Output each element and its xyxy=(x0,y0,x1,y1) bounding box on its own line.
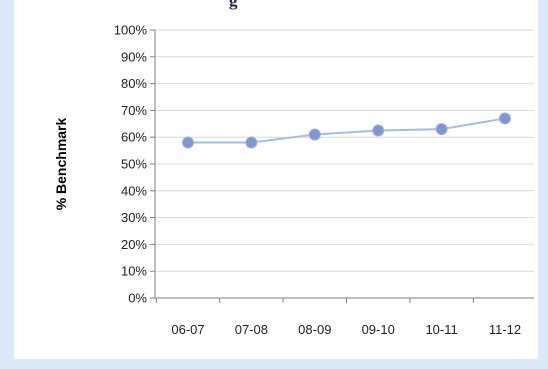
y-tick-label: 60% xyxy=(121,130,147,145)
y-tick-label: 30% xyxy=(121,210,147,225)
chart-panel xyxy=(14,0,538,359)
y-tick-label: 90% xyxy=(121,49,147,64)
gridlines xyxy=(155,29,534,272)
x-tick-label: 06-07 xyxy=(171,322,204,337)
axes xyxy=(150,29,534,303)
data-point xyxy=(372,124,385,137)
x-tick-label: 07-08 xyxy=(235,322,268,337)
data-point xyxy=(308,128,321,141)
data-point xyxy=(435,123,448,136)
y-tick-label: 50% xyxy=(121,157,147,172)
y-tick-label: 100% xyxy=(114,23,148,38)
y-tick-label: 10% xyxy=(121,264,147,279)
series-benchmark xyxy=(182,112,511,149)
x-tick-label: 09-10 xyxy=(362,322,395,337)
y-tick-label: 70% xyxy=(121,103,147,118)
x-tick-label: 08-09 xyxy=(298,322,331,337)
x-tick-label: 10-11 xyxy=(425,322,457,337)
x-tick-labels: 06-07 07-08 08-09 09-10 10-11 11-12 xyxy=(171,322,521,337)
y-tick-labels: 0% 10% 20% 30% 40% 50% 60% 70% 80% 90% 100% xyxy=(114,23,148,306)
y-tick-label: 0% xyxy=(128,291,147,306)
x-tick-label: 11-12 xyxy=(489,322,521,337)
data-point xyxy=(499,112,511,125)
y-tick-label: 80% xyxy=(121,76,147,91)
y-tick-label: 40% xyxy=(121,183,147,198)
y-tick-label: 20% xyxy=(121,237,147,252)
chart-title-fragment: g xyxy=(229,0,238,10)
data-point xyxy=(182,136,194,149)
series-line xyxy=(188,117,506,144)
y-axis-title: % Benchmark xyxy=(53,117,69,210)
data-point xyxy=(245,136,258,149)
